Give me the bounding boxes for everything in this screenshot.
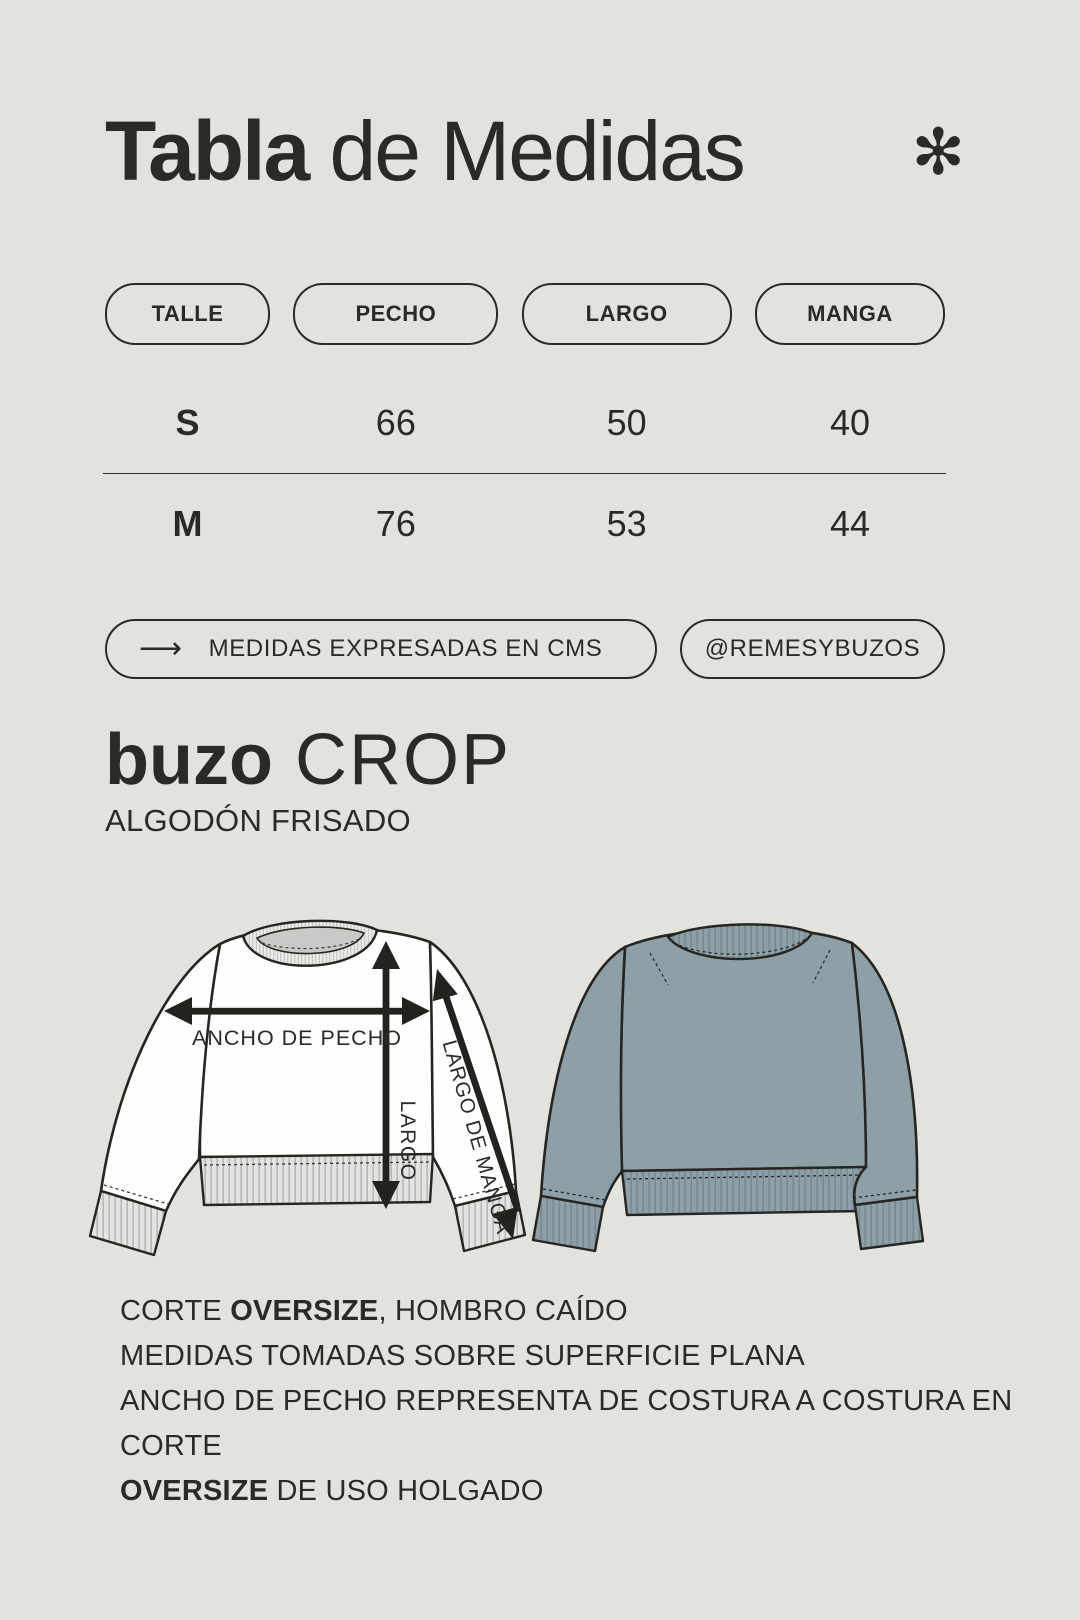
back-left-cuff-rib	[531, 1194, 605, 1253]
row-divider	[103, 473, 946, 475]
back-right-cuff-rib	[853, 1195, 925, 1251]
table-row: M 76 53 44	[105, 474, 945, 574]
size-cell: M	[172, 503, 203, 545]
asterisk-icon: ✻	[911, 115, 965, 188]
page-title: Tabla de Medidas	[105, 107, 746, 195]
largo-cell: 50	[606, 402, 647, 444]
column-pill-manga: MANGA	[754, 283, 945, 346]
badges-row: ⟶ MEDIDAS EXPRESADAS EN CMS @REMESYBUZOS	[105, 619, 945, 680]
product-name: buzo CROP	[105, 723, 1080, 799]
length-label: LARGO	[396, 1100, 419, 1181]
header: Tabla de Medidas ✻	[105, 107, 965, 195]
front-right-cuff-rib	[453, 1189, 527, 1253]
note-line: ANCHO DE PECHO REPRESENTA DE COSTURA A C…	[120, 1384, 1013, 1462]
chest-width-arrow	[164, 996, 430, 1025]
back-right-sleeve	[850, 941, 919, 1207]
table-header-row: TALLE PECHO LARGO MANGA	[105, 283, 945, 346]
product-name-light: CROP	[272, 720, 511, 801]
back-body	[619, 927, 870, 1173]
product-block: buzo CROP ALGODÓN FRISADO	[105, 723, 1080, 839]
note-line: CORTE OVERSIZE, HOMBRO CAÍDO	[120, 1294, 628, 1327]
size-table: S 66 50 40 M 76 53 44	[0, 373, 1080, 574]
sleeve-length-arrow	[432, 968, 522, 1239]
garment-diagram: ANCHO DE PECHO LARGO LARGO DE MANGA	[88, 919, 925, 1257]
back-garment-illustration	[531, 923, 925, 1253]
chest-width-label: ANCHO DE PECHO	[192, 1026, 402, 1050]
note-line: OVERSIZE DE USO HOLGADO	[120, 1474, 544, 1507]
page-title-light: de Medidas	[308, 104, 746, 198]
measurement-arrows	[164, 940, 522, 1239]
manga-cell: 44	[829, 503, 870, 545]
social-handle-label: @REMESYBUZOS	[704, 635, 921, 663]
pecho-cell: 66	[375, 402, 416, 444]
manga-cell: 40	[829, 402, 870, 444]
column-pill-pecho: PECHO	[293, 283, 499, 346]
back-left-sleeve	[539, 945, 627, 1209]
long-right-arrow-icon: ⟶	[139, 631, 183, 667]
units-badge: ⟶ MEDIDAS EXPRESADAS EN CMS	[105, 619, 657, 680]
column-pill-largo: LARGO	[521, 283, 732, 346]
notes-block: CORTE OVERSIZE, HOMBRO CAÍDO MEDIDAS TOM…	[120, 1289, 1080, 1514]
page-title-bold: Tabla	[105, 104, 310, 198]
column-pill-talle: TALLE	[105, 283, 270, 346]
size-cell: S	[175, 402, 200, 444]
note-line: MEDIDAS TOMADAS SOBRE SUPERFICIE PLANA	[120, 1339, 805, 1372]
back-hem-rib	[620, 1165, 870, 1217]
social-handle-badge[interactable]: @REMESYBUZOS	[680, 619, 945, 680]
pecho-cell: 76	[375, 503, 416, 545]
front-collar-inner	[256, 926, 365, 955]
table-row: S 66 50 40	[105, 373, 945, 473]
product-subtitle: ALGODÓN FRISADO	[105, 802, 411, 838]
product-name-bold: buzo	[105, 720, 273, 801]
length-arrow	[372, 940, 400, 1209]
largo-cell: 53	[606, 503, 647, 545]
units-badge-label: MEDIDAS EXPRESADAS EN CMS	[208, 635, 603, 663]
front-left-cuff-rib	[88, 1189, 168, 1257]
front-hem-rib	[198, 1152, 435, 1207]
